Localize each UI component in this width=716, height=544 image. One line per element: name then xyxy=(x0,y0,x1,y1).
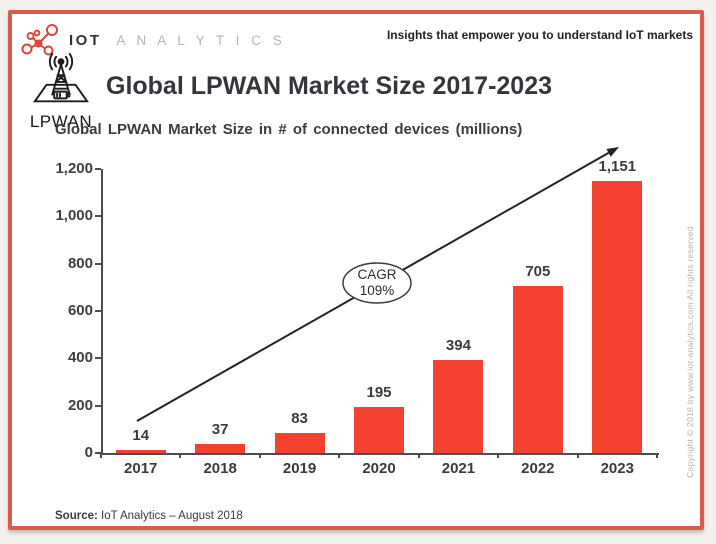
bar-2022 xyxy=(512,286,563,453)
y-axis-tick-label: 800 xyxy=(67,254,93,272)
x-axis-category-label: 2023 xyxy=(600,460,634,477)
bar-value-label: 83 xyxy=(291,410,308,427)
bar-2017 xyxy=(115,450,166,453)
x-axis-category-label: 2022 xyxy=(521,460,555,477)
bar-2021 xyxy=(433,360,484,453)
x-axis-tick-mark xyxy=(179,454,182,458)
chart-title: Global LPWAN Market Size in # of connect… xyxy=(55,121,523,138)
copyright-note: Copyright © 2018 by www.iot-analytics.co… xyxy=(685,226,695,478)
y-axis-tick-mark xyxy=(95,168,101,170)
y-axis-tick-mark xyxy=(95,404,101,407)
x-axis-tick-mark xyxy=(417,454,420,458)
x-axis-category-label: 2021 xyxy=(441,460,476,477)
brand-name-iot: IOT xyxy=(69,31,102,49)
lpwan-antenna-icon xyxy=(33,52,89,103)
y-axis-tick-label: 1,200 xyxy=(55,160,93,177)
y-axis-tick-label: 0 xyxy=(84,444,93,461)
brand-logo: IOT A N A L Y T I C S xyxy=(20,22,286,58)
y-axis-tick-mark xyxy=(95,310,101,312)
x-axis-category-label: 2017 xyxy=(124,460,158,477)
bar-2018 xyxy=(195,444,246,453)
y-axis-tick-label: 1,000 xyxy=(55,207,93,225)
x-axis-tick-mark xyxy=(576,454,579,458)
page-title: Global LPWAN Market Size 2017-2023 xyxy=(106,72,553,100)
y-axis-tick-label: 400 xyxy=(67,349,93,367)
x-axis-tick-mark xyxy=(258,454,261,458)
iot-network-icon xyxy=(21,24,58,56)
bar-value-label: 195 xyxy=(366,384,392,401)
lpwan-icon-block: LPWAN xyxy=(16,50,106,132)
bar-value-label: 1,151 xyxy=(598,158,637,175)
cagr-value: 109% xyxy=(359,283,395,299)
source-note: Source: IoT Analytics – August 2018 xyxy=(55,510,243,522)
x-axis-category-label: 2019 xyxy=(282,460,317,477)
y-axis-tick-mark xyxy=(95,262,101,265)
brand-name-analytics: A N A L Y T I C S xyxy=(116,32,286,48)
y-axis-tick-mark xyxy=(95,357,101,360)
brand-tagline: Insights that empower you to understand … xyxy=(386,28,693,42)
y-axis-tick-mark xyxy=(95,452,101,454)
bar-value-label: 14 xyxy=(132,427,150,444)
bar-2020 xyxy=(354,407,404,453)
x-axis-tick-mark xyxy=(656,454,658,458)
x-axis-tick-mark xyxy=(497,454,500,458)
cagr-label: CAGR xyxy=(357,267,397,282)
x-axis-category-label: 2018 xyxy=(203,460,237,477)
source-label: Source: xyxy=(55,510,98,522)
bar-value-label: 394 xyxy=(445,337,471,354)
bar-value-label: 705 xyxy=(525,263,551,280)
x-axis-tick-mark xyxy=(338,454,341,458)
y-axis-tick-label: 200 xyxy=(67,396,93,414)
y-axis-tick-label: 600 xyxy=(67,302,93,319)
x-axis-category-label: 2020 xyxy=(362,460,396,477)
x-axis-tick-mark xyxy=(100,454,102,458)
source-text: IoT Analytics – August 2018 xyxy=(97,510,243,522)
cagr-annotation: CAGR 109% xyxy=(337,267,417,299)
bar-2023 xyxy=(592,181,643,453)
bar-2019 xyxy=(274,433,325,453)
plot-area xyxy=(101,169,659,455)
lpwan-icon-caption: LPWAN xyxy=(29,112,93,131)
bar-value-label: 37 xyxy=(211,421,229,438)
y-axis-tick-mark xyxy=(95,215,101,218)
